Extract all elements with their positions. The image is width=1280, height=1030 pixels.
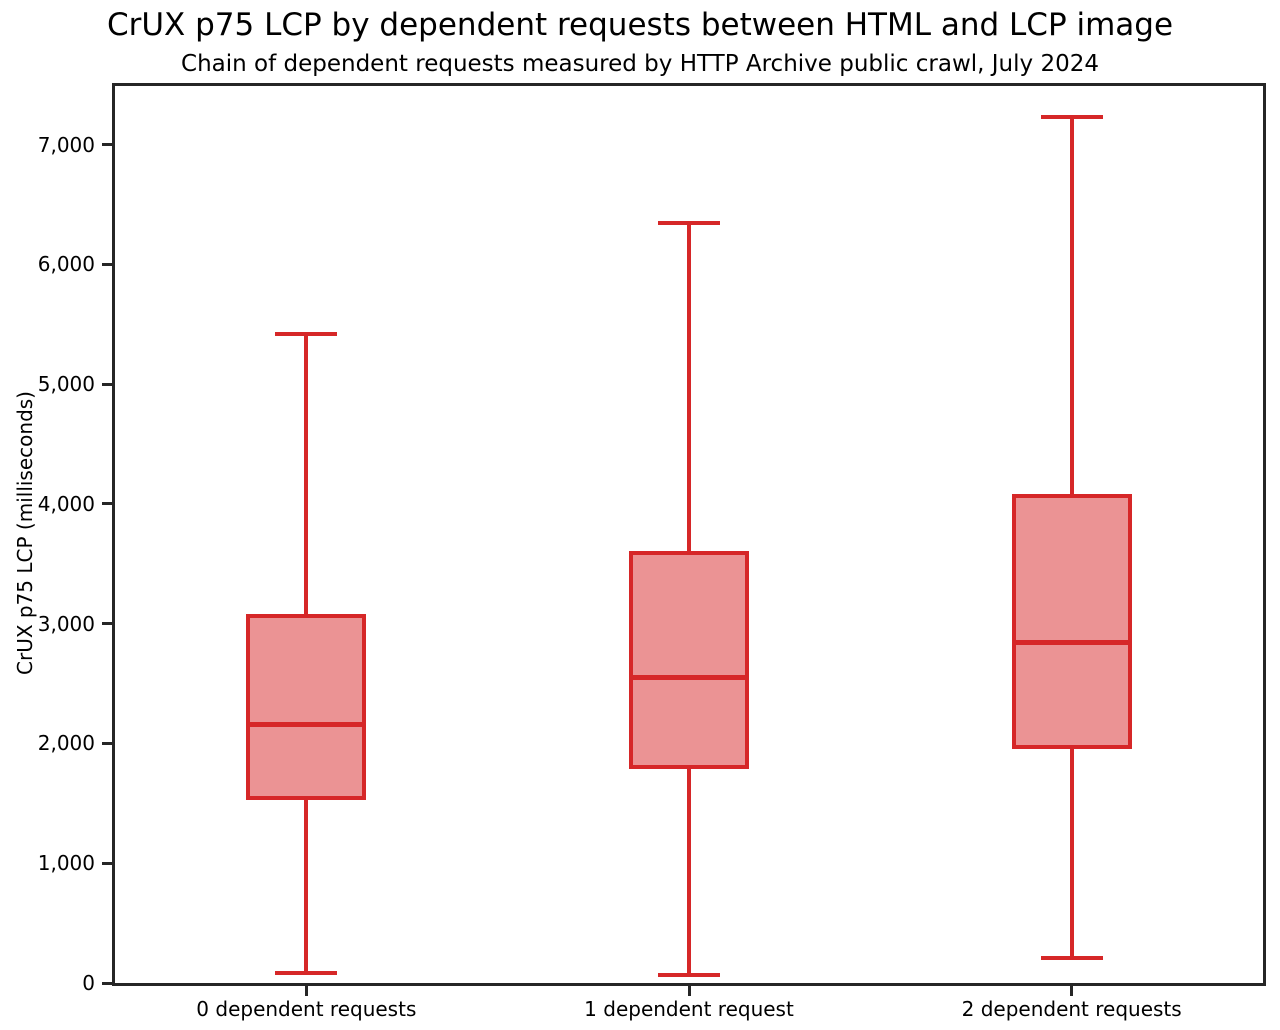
median-line <box>246 721 367 727</box>
x-tick-mark <box>687 986 691 996</box>
lower-whisker-line <box>1069 749 1074 958</box>
lower-whisker-cap <box>658 972 720 977</box>
upper-whisker-cap <box>275 331 338 336</box>
upper-whisker-cap <box>658 220 720 225</box>
boxplot-series <box>115 86 1263 983</box>
lower-whisker-cap <box>275 971 338 976</box>
chart-title: CrUX p75 LCP by dependent requests betwe… <box>106 7 1174 43</box>
box-rect <box>629 550 749 769</box>
y-tick-label: 3,000 <box>37 611 95 636</box>
y-tick-label: 6,000 <box>37 252 95 277</box>
y-tick-mark <box>102 622 112 626</box>
upper-whisker-cap <box>1040 115 1103 120</box>
chart-subtitle: Chain of dependent requests measured by … <box>181 51 1099 77</box>
y-tick-mark <box>102 382 112 386</box>
y-tick-mark <box>102 502 112 506</box>
x-tick-mark <box>1070 986 1074 996</box>
y-tick-label: 7,000 <box>37 132 95 157</box>
plot-area: 0 1,000 2,000 3,000 4,000 5,000 6,000 7,000 0 d… <box>38 83 1266 1021</box>
box-group <box>115 86 1263 983</box>
median-line <box>1011 640 1132 646</box>
y-tick-mark <box>102 741 112 745</box>
x-axis-ticks: 0 dependent requests 1 dependent request 2… <box>115 86 1263 1021</box>
upper-whisker-line <box>1069 117 1074 495</box>
upper-whisker-line <box>687 222 691 551</box>
y-tick-mark <box>102 981 112 985</box>
x-tick-mark <box>304 986 308 996</box>
x-tick-label: 2 dependent requests <box>961 997 1182 1021</box>
y-axis-label: CrUX p75 LCP (milliseconds) <box>13 391 37 675</box>
y-tick-mark <box>102 262 112 266</box>
box-rect <box>246 614 367 800</box>
y-tick-label: 1,000 <box>37 851 95 876</box>
box-group <box>115 86 1263 983</box>
x-tick-label: 0 dependent requests <box>196 997 417 1021</box>
y-tick-label: 5,000 <box>37 372 95 397</box>
median-line <box>629 675 749 681</box>
y-tick-mark <box>102 861 112 865</box>
x-tick-label: 1 dependent request <box>584 997 794 1021</box>
box-rect <box>1011 494 1132 750</box>
y-tick-label: 2,000 <box>37 731 95 756</box>
y-axis-ticks: 0 1,000 2,000 3,000 4,000 5,000 6,000 7,000 <box>38 86 1263 995</box>
lower-whisker-cap <box>1040 955 1103 960</box>
y-tick-label: 0 <box>82 971 95 995</box>
lower-whisker-line <box>304 799 309 974</box>
upper-whisker-line <box>304 333 309 615</box>
box-group <box>115 86 1263 983</box>
y-tick-mark <box>102 143 112 147</box>
y-tick-label: 4,000 <box>37 491 95 516</box>
lower-whisker-line <box>687 768 691 975</box>
